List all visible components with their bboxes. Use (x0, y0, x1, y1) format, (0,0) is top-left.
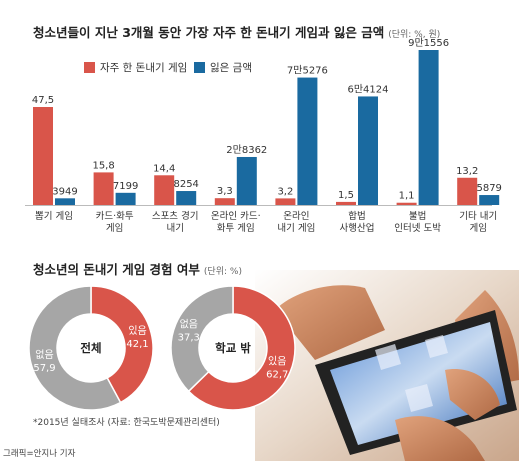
category-label: 게임 (106, 222, 123, 234)
bar-frequent (93, 172, 114, 205)
category-label: 스포츠 경기 (152, 210, 199, 222)
category-label: 온라인 (283, 211, 309, 222)
legend-label: 잃은 금액 (210, 62, 252, 74)
phone-screen (330, 322, 507, 445)
bar-lost (236, 156, 257, 205)
donut-chart-out-of-school: 있음 62,7 없음 37,3 학교 밖 (170, 285, 296, 411)
category-label: 사행산업 (340, 222, 375, 234)
hand-shape (275, 285, 385, 360)
donut-slice-no (28, 285, 122, 411)
category-label: 내기 게임 (277, 222, 315, 234)
category-label: 게임 (469, 222, 486, 234)
data-label-frequent: 15,8 (92, 160, 114, 171)
slice-label: 있음 (128, 325, 146, 337)
data-label-frequent: 47,5 (32, 95, 54, 106)
category-label: 카드·화투 (96, 211, 134, 222)
data-label-frequent: 14,4 (153, 163, 175, 174)
bar-lost (55, 198, 75, 205)
slice-value: 37,3 (178, 332, 200, 343)
slice-label: 없음 (180, 317, 198, 330)
donut-slice-yes (187, 285, 296, 411)
data-label-lost: 7만5276 (287, 65, 328, 77)
legend-swatch (84, 62, 95, 73)
donut-slice-yes (90, 285, 154, 404)
donut-center-label: 전체 (80, 341, 101, 355)
category-label: 불법 (409, 211, 426, 222)
donut-center-label: 학교 밖 (215, 341, 251, 355)
category-label: 기타 내기 (459, 211, 497, 222)
data-label-lost: 8254 (173, 179, 198, 190)
data-label-lost: 3949 (52, 186, 77, 197)
legend-swatch (194, 62, 205, 73)
data-label-frequent: 3,2 (277, 186, 293, 197)
data-label-frequent: 13,2 (456, 166, 478, 177)
slice-value: 42,1 (126, 339, 148, 350)
bar-frequent (336, 201, 356, 205)
bar-lost (479, 195, 500, 205)
bar-frequent (33, 107, 53, 205)
bar-frequent (396, 202, 417, 205)
donut-unit: (단위: %) (203, 267, 242, 277)
bar-frequent (275, 198, 296, 205)
slice-value: 57,9 (33, 363, 55, 374)
data-label-frequent: 3,3 (217, 186, 233, 197)
source-note: *2015년 실태조사 (자료: 한국도박문제관리센터) (33, 418, 220, 428)
category-label: 화투 게임 (217, 222, 255, 234)
bar-lost (176, 191, 197, 205)
legend-item-frequent: 자주 한 돈내기 게임 (84, 60, 187, 75)
donut-chart-total: 있음 42,1 없음 57,9 전체 (28, 285, 154, 411)
data-label-frequent: 1,5 (338, 190, 354, 201)
donut-section-title: 청소년의 돈내기 게임 경험 여부 (단위: %) (33, 262, 242, 277)
category-label: 인터넷 도박 (394, 223, 441, 234)
legend-item-lost: 잃은 금액 (194, 60, 252, 75)
data-label-lost: 5879 (476, 183, 501, 194)
slice-value: 62,7 (266, 370, 288, 381)
bar-lost (358, 96, 378, 205)
data-label-lost: 7199 (113, 181, 138, 192)
bar-frequent (154, 175, 175, 205)
chart-unit: (단위: %, 원) (388, 30, 441, 40)
chart-title: 청소년들이 지난 3개월 동안 가장 자주 한 돈내기 게임과 잃은 금액 (단위… (33, 25, 441, 40)
data-label-lost: 6만4124 (347, 83, 388, 95)
graphic-credit: 그래픽=안지나 기자 (3, 449, 76, 459)
category-label: 온라인 카드· (211, 211, 261, 222)
data-label-lost: 2만8362 (226, 144, 267, 156)
slice-label: 있음 (268, 356, 286, 368)
category-label: 합법 (348, 211, 365, 222)
category-label: 뽑기 게임 (35, 210, 73, 222)
phone-photo (255, 270, 519, 461)
bar-lost (115, 192, 136, 205)
bar-frequent (457, 177, 478, 205)
bar-lost (418, 50, 439, 205)
legend-label: 자주 한 돈내기 게임 (100, 62, 188, 74)
data-label-frequent: 1,1 (399, 191, 415, 202)
category-label: 내기 (166, 223, 183, 234)
slice-label: 없음 (35, 348, 53, 361)
donut-slice-no (170, 285, 234, 393)
data-label-lost: 9만1556 (408, 37, 449, 49)
bar-lost (297, 77, 318, 205)
bar-frequent (214, 198, 235, 205)
